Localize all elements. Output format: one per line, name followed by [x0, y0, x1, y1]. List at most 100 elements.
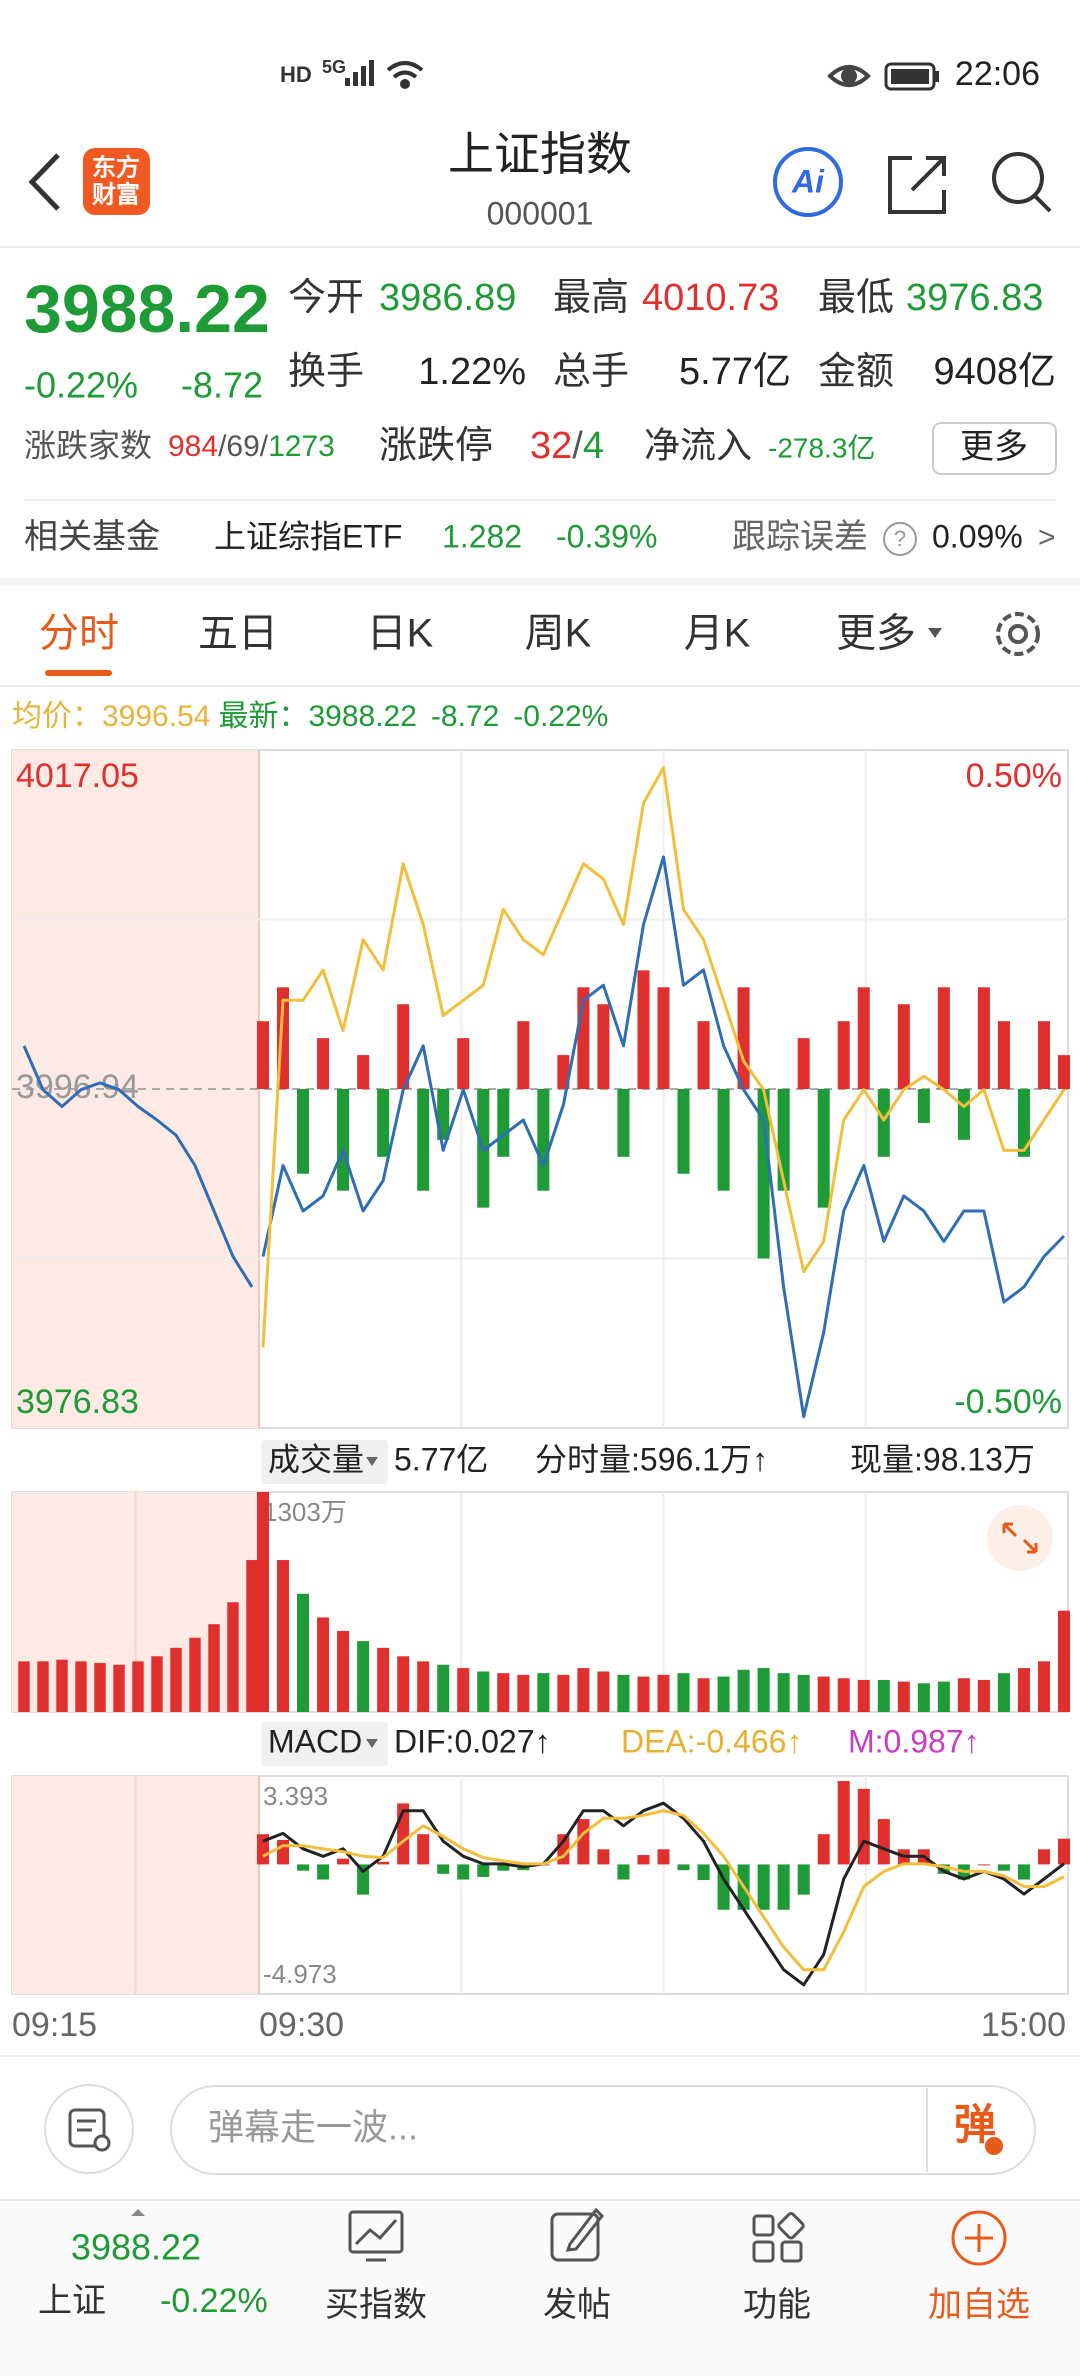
bar — [377, 1089, 390, 1157]
expand-button[interactable] — [987, 1505, 1053, 1571]
bar — [997, 1021, 1010, 1089]
nav-index-name[interactable]: 上证 — [38, 2282, 106, 2320]
add-watchlist-icon[interactable] — [951, 2210, 1007, 2266]
bar — [597, 1849, 610, 1865]
fund-name[interactable]: 上证综指ETF — [214, 518, 402, 554]
bar — [697, 1021, 710, 1089]
tab[interactable]: 日K — [367, 612, 434, 656]
nav-index-change[interactable]: -0.22% — [160, 2282, 268, 2320]
volume-total: 5.77亿 — [394, 1441, 488, 1477]
bar — [1017, 1089, 1030, 1157]
bar — [937, 1681, 950, 1712]
bar — [377, 1861, 390, 1865]
indicator-selector[interactable] — [261, 1440, 388, 1484]
wifi-icon — [386, 61, 424, 89]
limit-up: 32 — [530, 425, 572, 467]
ai-button[interactable] — [773, 147, 843, 217]
line — [261, 766, 1066, 1348]
bar — [517, 1021, 530, 1089]
y-tick-label: 3.393 — [263, 1781, 328, 1811]
stat-value: 5.77亿 — [679, 351, 791, 393]
tab[interactable]: 五日 — [198, 612, 278, 656]
bar — [737, 1669, 750, 1712]
fund-arrow[interactable]: > — [1038, 521, 1056, 554]
tab[interactable]: 分时 — [39, 612, 119, 656]
bar — [657, 987, 670, 1089]
bar — [977, 987, 990, 1089]
bar — [857, 1679, 870, 1712]
caret — [131, 2209, 145, 2216]
ai-button-label[interactable]: Ai — [791, 163, 825, 199]
nav-item[interactable]: 加自选 — [928, 2286, 1030, 2324]
search-button[interactable] — [992, 152, 1052, 213]
tab[interactable]: 更多 — [836, 612, 916, 656]
bar — [617, 1864, 630, 1880]
bar — [297, 1593, 310, 1712]
more-button[interactable] — [932, 422, 1057, 475]
selector-label[interactable]: 成交量 — [268, 1441, 364, 1477]
bar — [937, 987, 950, 1089]
nav-item[interactable]: 发帖 — [543, 2286, 611, 2324]
post-icon[interactable] — [550, 2207, 605, 2262]
selector-label[interactable]: MACD — [268, 1723, 362, 1759]
tab[interactable]: 周K — [525, 612, 592, 656]
bar — [357, 1864, 370, 1895]
bar — [577, 1668, 590, 1712]
bar — [317, 1617, 330, 1712]
function-icon[interactable] — [752, 2212, 805, 2263]
macd-dif: DIF:0.027↑ — [394, 1723, 551, 1759]
minute-volume: 分时量:596.1万↑ — [535, 1441, 768, 1477]
bar — [170, 1647, 182, 1712]
bar — [537, 1673, 550, 1712]
avg-label: 均价： — [12, 700, 102, 733]
section-gap — [0, 578, 1080, 586]
more-button-label[interactable]: 更多 — [960, 428, 1028, 466]
share-button[interactable] — [888, 156, 946, 214]
expand-icon — [1002, 1522, 1038, 1554]
nav-index-price[interactable]: 3988.22 — [71, 2227, 201, 2268]
bar — [677, 1864, 690, 1871]
bar — [737, 987, 750, 1089]
comment-input[interactable] — [170, 2085, 1036, 2175]
time-label: 09:30 — [259, 2006, 344, 2044]
stock-code: 000001 — [487, 195, 594, 231]
bar — [357, 1055, 370, 1089]
fund-change: -0.39% — [556, 518, 657, 554]
bar — [517, 1674, 530, 1712]
bar — [37, 1661, 49, 1712]
nav-item[interactable]: 买指数 — [325, 2286, 427, 2324]
bar — [577, 1819, 590, 1865]
help-icon[interactable] — [883, 522, 917, 556]
bar — [837, 1781, 850, 1865]
bar — [297, 1864, 310, 1871]
app-logo — [83, 148, 150, 215]
comment-placeholder[interactable]: 弹幕走一波... — [208, 2107, 418, 2148]
network-label: HD — [280, 62, 312, 87]
indicator-selector[interactable] — [261, 1722, 388, 1766]
breadth-value: 984/69/1273 — [168, 430, 335, 463]
bar — [817, 1834, 830, 1865]
bar — [937, 1864, 950, 1874]
last-price: 3988.22 — [24, 271, 270, 347]
buy-index-icon[interactable] — [348, 2210, 404, 2262]
help-mark[interactable]: ? — [894, 526, 906, 551]
settings-button[interactable] — [996, 612, 1040, 656]
tab-bar: 分时 五日 日K 周K 月K 更多 — [39, 612, 916, 656]
bar — [637, 1676, 650, 1712]
bar — [617, 1089, 630, 1157]
tab[interactable]: 月K — [684, 612, 751, 656]
limit-label: 涨跌停 — [379, 425, 493, 467]
current-volume: 现量:98.13万 — [850, 1441, 1035, 1477]
separator: / — [260, 430, 269, 463]
back-button[interactable] — [28, 153, 60, 211]
info-change-percent: -0.22% — [513, 700, 608, 733]
bar — [657, 1674, 670, 1712]
bar — [113, 1664, 125, 1712]
nav-item[interactable]: 功能 — [743, 2286, 811, 2324]
bar — [697, 1678, 710, 1712]
expand-button-bg — [987, 1505, 1053, 1571]
clock: 22:06 — [955, 55, 1040, 93]
bar — [437, 1664, 450, 1712]
bar — [1017, 1668, 1030, 1712]
bar — [797, 1864, 810, 1895]
